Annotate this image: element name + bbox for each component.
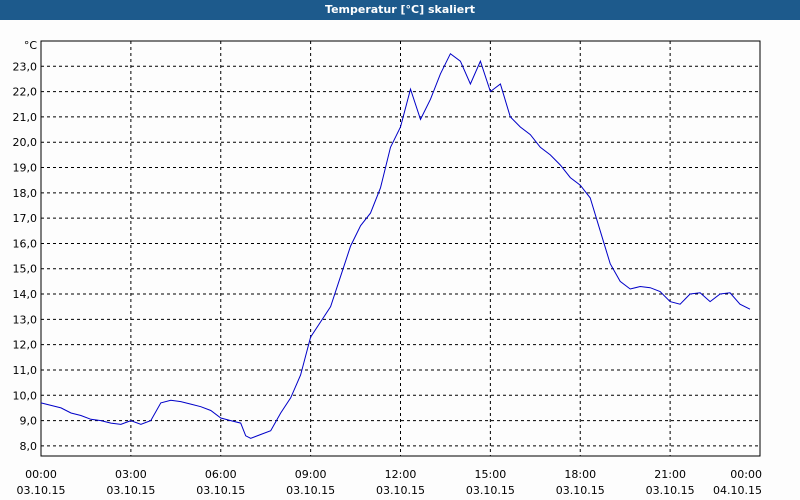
temperature-chart: 8,0 9,0 10,0 11,0 12,0 13,0 14,0 15,0 16,0 17,0 18… <box>13 39 763 497</box>
x-tick-date-label: 03.10.15 <box>106 484 155 497</box>
y-tick-label: 21,0 <box>13 111 38 124</box>
y-tick-label: 22,0 <box>13 86 38 99</box>
plot-frame <box>40 40 761 457</box>
y-tick-label: 20,0 <box>13 136 38 149</box>
x-tick-date-label: 03.10.15 <box>286 484 335 497</box>
x-tick-time-label: 15:00 <box>475 468 507 481</box>
y-axis-unit-label: °C <box>24 39 38 52</box>
y-tick-label: 15,0 <box>13 263 38 276</box>
y-tick-label: 16,0 <box>13 237 38 250</box>
y-tick-label: 8,0 <box>20 440 38 453</box>
x-tick-date-label: 03.10.15 <box>556 484 605 497</box>
y-tick-label: 23,0 <box>13 60 38 73</box>
y-tick-label: 11,0 <box>13 364 38 377</box>
y-tick-label: 9,0 <box>20 415 38 428</box>
window-title: Temperatur [°C] skaliert <box>0 0 800 20</box>
x-axis-ticks: 00:00 03.10.15 03:00 03.10.15 06:00 03.10.15 0… <box>17 468 762 497</box>
x-tick-date-label: 03.10.15 <box>376 484 425 497</box>
x-tick-time-label: 18:00 <box>564 468 596 481</box>
y-tick-label: 17,0 <box>13 212 38 225</box>
grid-layer <box>41 41 760 456</box>
x-tick-time-label: 12:00 <box>385 468 417 481</box>
x-tick-date-label: 04.10.15 <box>713 484 762 497</box>
x-tick-time-label: 00:00 <box>25 468 57 481</box>
x-tick-time-label: 09:00 <box>295 468 327 481</box>
x-tick-time-label: 21:00 <box>654 468 686 481</box>
x-tick-date-label: 03.10.15 <box>17 484 66 497</box>
y-tick-label: 18,0 <box>13 187 38 200</box>
y-tick-label: 14,0 <box>13 288 38 301</box>
x-tick-time-label: 00:00 <box>730 468 762 481</box>
temperature-series-line <box>40 52 751 439</box>
x-tick-date-label: 03.10.15 <box>646 484 695 497</box>
x-tick-time-label: 03:00 <box>115 468 147 481</box>
x-tick-time-label: 06:00 <box>205 468 237 481</box>
x-tick-date-label: 03.10.15 <box>466 484 515 497</box>
y-tick-label: 12,0 <box>13 339 38 352</box>
x-tick-date-label: 03.10.15 <box>196 484 245 497</box>
y-axis-ticks: 8,0 9,0 10,0 11,0 12,0 13,0 14,0 15,0 16,0 17,0 18… <box>13 60 38 453</box>
y-tick-label: 19,0 <box>13 162 38 175</box>
y-tick-label: 13,0 <box>13 313 38 326</box>
y-tick-label: 10,0 <box>13 389 38 402</box>
